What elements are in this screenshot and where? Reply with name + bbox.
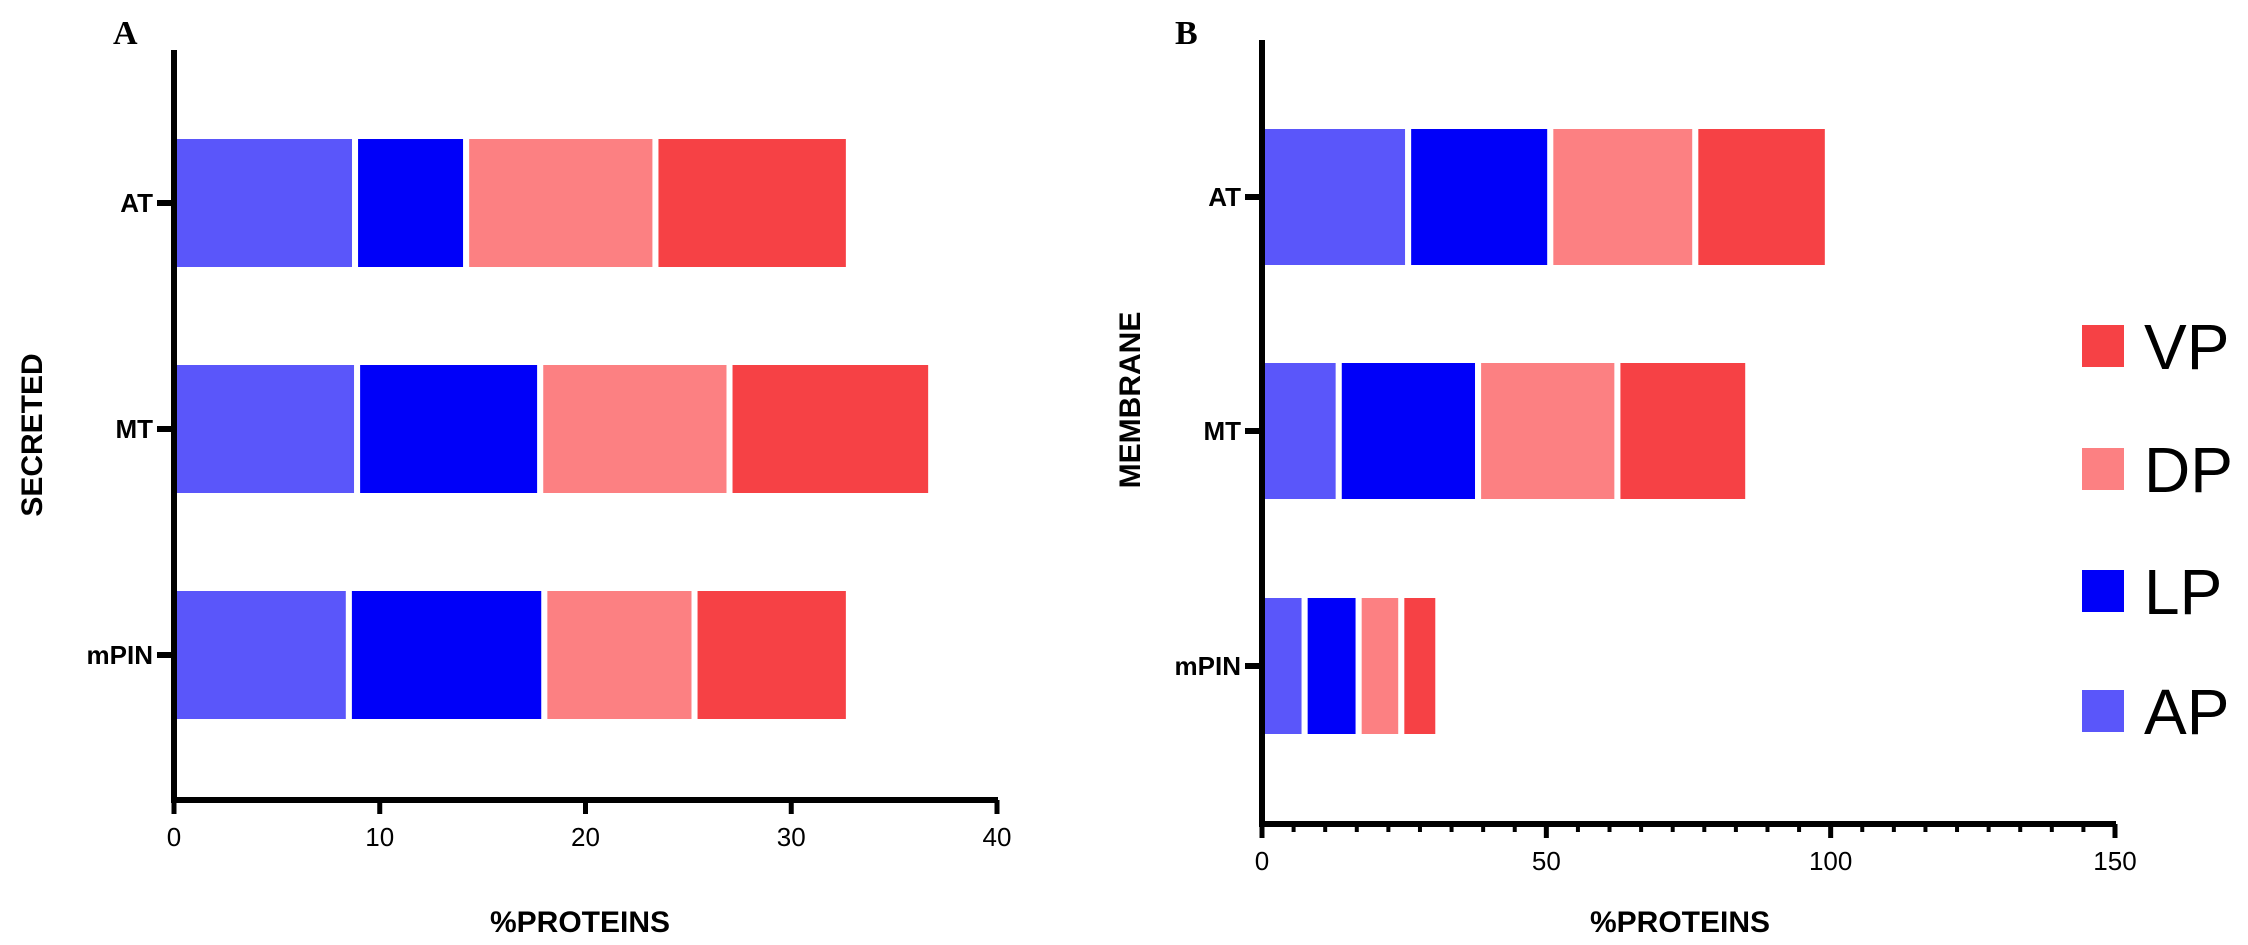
panel-a-x-tick-label-40: 40: [983, 822, 1012, 852]
legend-label-dp: DP: [2144, 434, 2233, 506]
panel-b-x-tick-label-150: 150: [2093, 846, 2136, 876]
panel-a-bar-at-lp: [352, 133, 470, 273]
panel-b-y-axis-title: MEMBRANE: [1114, 312, 1147, 489]
panel-b-bar-mpin-dp: [1355, 592, 1405, 740]
panel-a-bar-mt-vp: [726, 359, 935, 499]
panel-a-category-label-at: AT: [120, 188, 153, 218]
panel-a-bar-mt-dp: [537, 359, 733, 499]
panel-a-ticks: AT MT mPIN 0 10 20 30 40: [87, 188, 1012, 852]
panel-b-bar-mt-dp: [1475, 357, 1621, 505]
panel-b-bar-at-vp: [1692, 123, 1831, 271]
panel-a-bar-mpin-vp: [691, 585, 852, 725]
panel-b-x-tick-label-50: 50: [1532, 846, 1561, 876]
panel-a-bar-mpin-ap: [171, 585, 352, 725]
panel-b-ticks: AT MT mPIN 0 50 100 150: [1175, 182, 2137, 876]
panel-b-x-tick-label-0: 0: [1255, 846, 1269, 876]
panel-a-category-label-mpin: mPIN: [87, 640, 153, 670]
panel-b-label: B: [1175, 15, 1198, 52]
panel-b-bar-mpin-lp: [1301, 592, 1362, 740]
panel-b-category-label-mpin: mPIN: [1175, 651, 1241, 681]
panel-a-bar-mpin-lp: [345, 585, 548, 725]
panel-a-bar-mpin-dp: [541, 585, 698, 725]
panel-b-x-tick-label-100: 100: [1809, 846, 1852, 876]
legend-label-lp: LP: [2144, 556, 2222, 628]
panel-b-category-label-mt: MT: [1203, 416, 1241, 446]
panel-a-category-label-mt: MT: [115, 414, 153, 444]
panel-a-x-tick-label-0: 0: [167, 822, 181, 852]
panel-b-bar-mt-lp: [1335, 357, 1482, 505]
panel-b-bar-mpin-ap: [1259, 592, 1308, 740]
panel-a-bar-at-dp: [463, 133, 659, 273]
panel-a-bar-mt-ap: [171, 359, 361, 499]
panel-a-x-axis-title: %PROTEINS: [490, 906, 670, 939]
panel-a-x-tick-label-20: 20: [571, 822, 600, 852]
legend-label-ap: AP: [2144, 676, 2229, 748]
panel-a-secreted: A SECRETED %PROTEINS AT MT mPIN 0 10 20 30 40: [16, 15, 1011, 939]
panel-a-bars: [171, 133, 935, 725]
panel-a-x-tick-label-30: 30: [777, 822, 806, 852]
panel-b-bar-mt-vp: [1614, 357, 1752, 505]
panel-b-category-label-at: AT: [1208, 182, 1241, 212]
panel-b-bars: [1259, 123, 1831, 740]
panel-a-bar-mt-lp: [354, 359, 544, 499]
legend-swatch-dp: [2082, 448, 2124, 490]
panel-b-bar-at-lp: [1405, 123, 1554, 271]
legend-swatch-ap: [2082, 690, 2124, 732]
panel-b-bar-mpin-vp: [1398, 592, 1442, 740]
panel-b-bar-at-dp: [1547, 123, 1699, 271]
panel-b-membrane: B MEMBRANE %PROTEINS AT MT mPIN 0 50 100 150: [1114, 15, 2137, 939]
panel-a-x-tick-label-10: 10: [365, 822, 394, 852]
legend-swatch-lp: [2082, 570, 2124, 612]
panel-b-x-axis-title: %PROTEINS: [1590, 906, 1770, 939]
panel-a-label: A: [113, 15, 138, 52]
panel-a-y-axis-title: SECRETED: [16, 353, 49, 516]
legend: VP DP LP AP: [2082, 311, 2233, 748]
panel-b-bar-at-ap: [1259, 123, 1412, 271]
legend-label-vp: VP: [2144, 311, 2229, 383]
legend-swatch-vp: [2082, 325, 2124, 367]
panel-b-bar-mt-ap: [1259, 357, 1342, 505]
panel-a-bar-at-vp: [652, 133, 852, 273]
panel-a-bar-at-ap: [171, 133, 359, 273]
